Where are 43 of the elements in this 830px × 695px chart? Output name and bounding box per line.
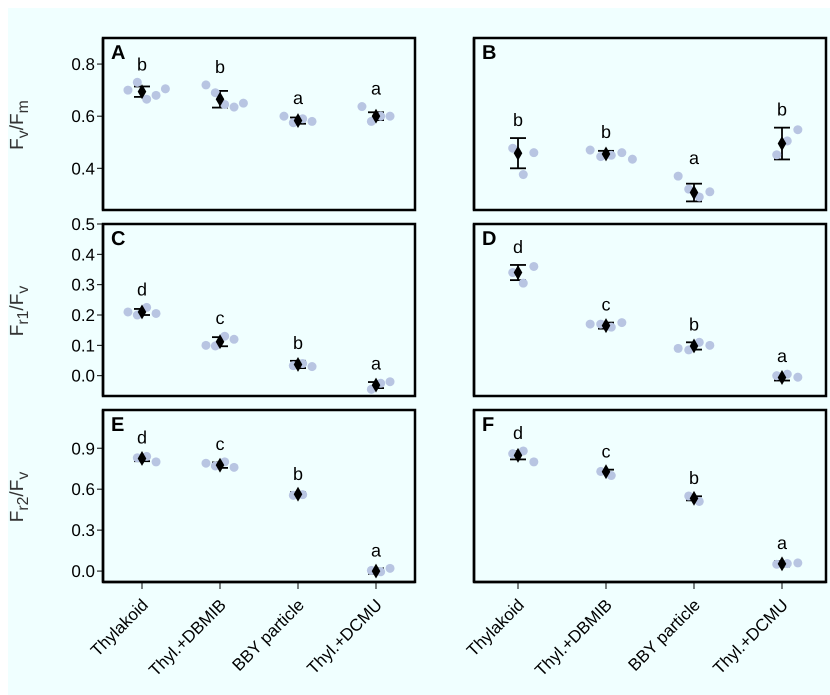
y-tick-label: 0.0 xyxy=(71,366,95,386)
annotation: a xyxy=(688,148,700,168)
annotation: c xyxy=(216,434,224,454)
y-tick-label: 0.3 xyxy=(71,521,95,540)
annotation: d xyxy=(512,236,524,257)
annotation: a xyxy=(776,346,788,366)
annotation: F xyxy=(482,414,494,437)
annotation: A xyxy=(111,42,126,65)
annotation: d xyxy=(512,422,524,443)
y-tick-label: 0.6 xyxy=(71,107,95,126)
annotation: b xyxy=(688,314,700,334)
annotation: b xyxy=(776,100,788,120)
annotation: a xyxy=(370,354,382,374)
y-tick-label: 0.9 xyxy=(71,439,95,458)
y-tick-label: 0.6 xyxy=(71,480,95,500)
annotation: c xyxy=(216,308,224,328)
annotation: d xyxy=(136,279,148,300)
annotation: b xyxy=(214,56,226,77)
y-tick-label: 0.2 xyxy=(71,306,95,326)
annotation: b xyxy=(292,332,304,353)
annotation: c xyxy=(602,442,610,462)
annotation: b xyxy=(600,122,612,142)
annotation: b xyxy=(688,468,700,488)
y-tick-label: 0.3 xyxy=(71,276,95,295)
annotation: a xyxy=(370,540,382,560)
annotation: a xyxy=(292,88,304,108)
y-tick-label: 0.4 xyxy=(71,159,95,178)
annotation: b xyxy=(512,110,524,130)
y-tick-label: 0.1 xyxy=(71,336,95,356)
annotation: B xyxy=(482,42,496,65)
annotation: b xyxy=(136,54,148,74)
annotation: d xyxy=(136,428,148,448)
y-tick-label: 0.8 xyxy=(71,55,95,74)
annotation: a xyxy=(776,533,788,554)
annotation: C xyxy=(111,228,126,251)
y-tick-label: 0.5 xyxy=(71,215,95,234)
y-tick-label: 0.4 xyxy=(71,245,95,264)
annotation: D xyxy=(482,228,496,251)
annotation: b xyxy=(292,464,304,484)
annotation: a xyxy=(370,78,382,99)
annotation: E xyxy=(111,414,124,437)
annotation: c xyxy=(602,294,610,315)
y-tick-label: 0.0 xyxy=(71,562,95,582)
